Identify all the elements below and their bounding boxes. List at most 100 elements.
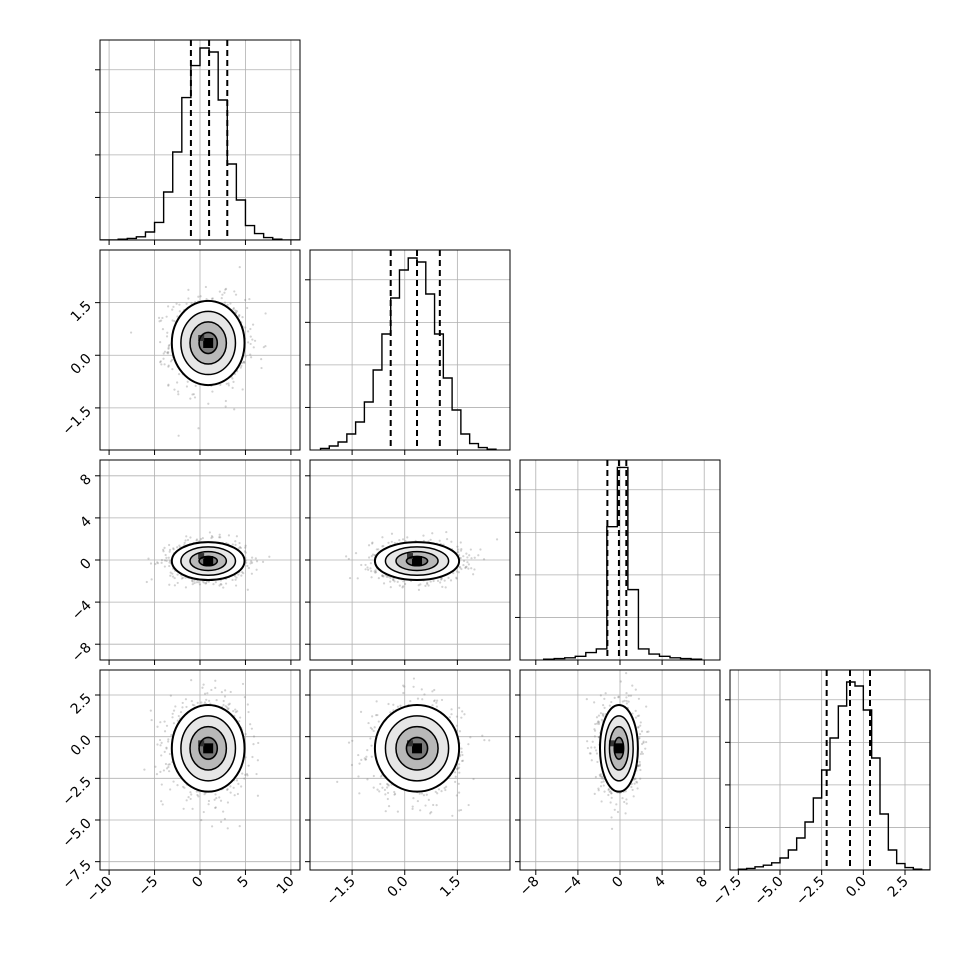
data-point [172,548,175,551]
data-point [236,792,239,796]
data-point [190,699,193,703]
data-point [421,698,424,701]
contour-line [189,550,228,572]
contour-line [180,546,237,577]
data-point [191,580,194,583]
data-point [464,566,467,569]
data-point [163,546,166,550]
data-point [402,585,405,588]
hist-bar [191,66,200,240]
data-point [247,330,250,333]
data-point [473,568,476,571]
data-point [171,572,174,575]
data-point [168,763,171,766]
data-point [185,535,188,538]
data-point [398,584,401,587]
data-point [159,721,162,724]
data-point [401,586,404,589]
data-point [231,543,234,546]
data-point [429,538,432,541]
data-point [174,705,177,708]
hist-bar [245,226,254,240]
hist-bar [780,858,788,870]
data-point [196,701,199,704]
hist-bar [347,434,356,450]
data-point [445,538,449,541]
data-point [371,553,375,556]
data-point [431,704,434,707]
data-point [456,545,459,548]
data-point [196,793,199,797]
contour-line [170,704,246,793]
data-point [411,805,414,808]
data-point [201,686,204,689]
data-point [445,530,448,534]
data-point [167,346,170,349]
data-point [251,556,254,559]
data-point [467,803,470,807]
data-point [160,800,163,803]
hist-bar [236,200,245,240]
data-point [371,541,374,544]
contour-line [180,715,237,782]
data-point [424,804,427,807]
data-point [462,559,466,563]
data-point [168,343,171,347]
data-point [387,702,390,706]
data-point [149,709,152,712]
data-point [189,397,192,400]
hist-bar [880,814,888,870]
data-point [214,806,217,809]
data-point [219,582,222,586]
data-point [169,571,172,574]
data-point [458,791,461,794]
data-point [177,434,180,437]
data-point [166,351,169,354]
data-point [237,573,240,576]
data-point [459,566,462,569]
data-point [243,777,246,780]
data-point [167,763,170,766]
data-point [222,810,225,813]
data-point [165,556,168,560]
data-point [247,341,250,344]
data-point [390,540,393,543]
data-point [256,759,259,762]
data-point [600,718,603,722]
data-point [347,741,351,744]
data-point [235,535,238,538]
data-point [419,809,422,812]
data-point [642,741,645,744]
data-point [251,755,254,759]
data-point [369,567,372,570]
data-point [460,716,463,719]
data-point [154,562,157,566]
data-point [168,548,172,551]
data-point [470,557,473,560]
data-point [461,710,464,713]
hist-bar [338,442,347,450]
data-point [198,583,202,586]
data-point [213,798,216,801]
data-point [468,554,471,557]
data-point [167,344,170,347]
data-point [220,820,223,824]
data-point [226,303,229,307]
data-point [436,579,440,583]
data-point [167,738,170,741]
density-core [412,556,423,567]
data-point [354,552,358,555]
contour-line [384,546,450,577]
contour-line [170,541,246,581]
data-point [167,347,170,350]
data-point [440,698,444,702]
data-point [469,548,472,551]
data-point [429,580,432,583]
hist-outline [737,681,930,870]
data-point [412,677,416,680]
data-point [250,560,253,563]
data-point [214,806,217,809]
data-point [439,581,442,584]
data-point [433,688,436,692]
data-point [372,729,375,733]
